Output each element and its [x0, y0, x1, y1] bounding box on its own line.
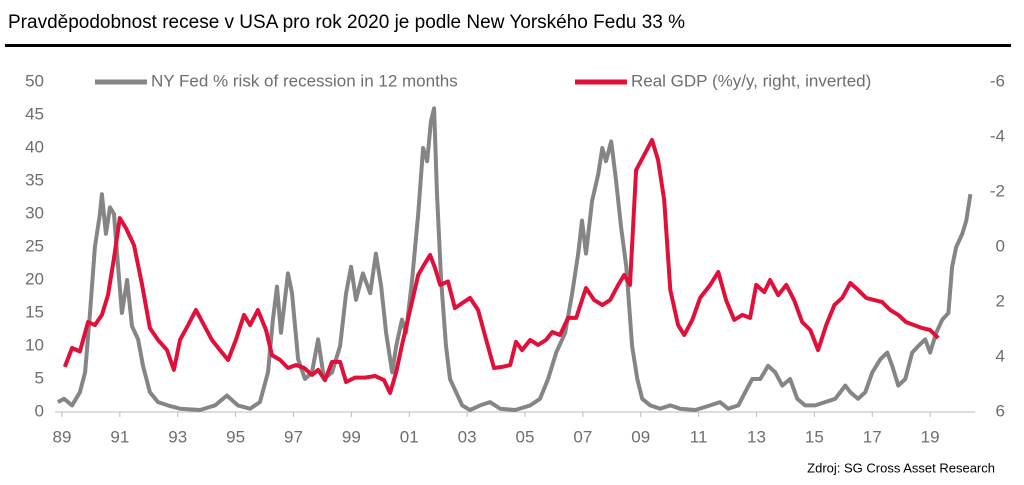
y-tick-label: 10: [25, 335, 44, 354]
x-tick-label: 93: [168, 427, 187, 446]
x-tick-label: 13: [747, 427, 766, 446]
series-line: [56, 106, 973, 412]
title-rule: [5, 44, 1011, 47]
y-tick-label: 20: [25, 269, 44, 288]
x-tick-label: 17: [863, 427, 882, 446]
x-tick-label: 09: [631, 427, 650, 446]
x-tick-label: 03: [458, 427, 477, 446]
y-tick-label: 50: [25, 71, 44, 90]
y-tick-label: 25: [25, 236, 44, 255]
y-tick-label: 15: [25, 302, 44, 321]
y2-tick-label: -6: [990, 71, 1005, 90]
x-tick-label: 89: [52, 427, 71, 446]
x-tick-label: 15: [805, 427, 824, 446]
y2-tick-label: -4: [990, 126, 1005, 145]
y2-tick-label: 4: [996, 346, 1005, 365]
y2-tick-label: -2: [990, 181, 1005, 200]
x-tick-label: 95: [226, 427, 245, 446]
x-tick-label: 97: [284, 427, 303, 446]
y-tick-label: 5: [35, 368, 44, 387]
series-line: [62, 138, 940, 395]
legend-label: NY Fed % risk of recession in 12 months: [151, 71, 458, 90]
x-tick-label: 91: [110, 427, 129, 446]
y2-tick-label: 6: [996, 401, 1005, 420]
y2-tick-label: 0: [996, 236, 1005, 255]
source: Zdroj: SG Cross Asset Research: [807, 460, 995, 475]
x-tick-label: 07: [573, 427, 592, 446]
y-tick-label: 35: [25, 170, 44, 189]
x-tick-label: 05: [516, 427, 535, 446]
y2-tick-label: 2: [996, 291, 1005, 310]
x-tick-label: 99: [342, 427, 361, 446]
legend-label: Real GDP (%y/y, right, inverted): [631, 71, 871, 90]
chart-title: Pravděpodobnost recese v USA pro rok 202…: [8, 12, 685, 33]
y-tick-label: 30: [25, 203, 44, 222]
y-tick-label: 40: [25, 137, 44, 156]
y-tick-label: 45: [25, 104, 44, 123]
y-tick-label: 0: [35, 401, 44, 420]
x-tick-label: 19: [921, 427, 940, 446]
x-tick-label: 11: [690, 427, 708, 446]
x-tick-label: 01: [400, 427, 419, 446]
